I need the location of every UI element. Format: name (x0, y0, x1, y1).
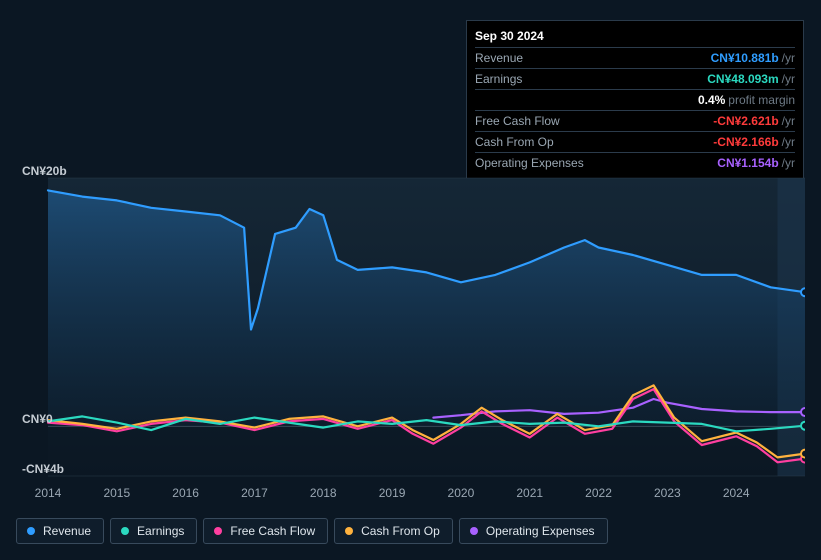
financials-chart[interactable]: CN¥20b CN¥0 -CN¥4b 2014 2015 2016 2017 2018 2019… (16, 158, 805, 498)
legend-label: Cash From Op (361, 524, 440, 538)
tooltip-row-unit: /yr (782, 51, 795, 65)
tooltip-row-value: CN¥48.093m (707, 72, 778, 86)
x-axis-label: 2024 (723, 486, 750, 500)
tooltip-row-value: -CN¥2.621b (713, 114, 778, 128)
x-axis-label: 2023 (654, 486, 681, 500)
x-axis-label: 2020 (448, 486, 475, 500)
x-axis-label: 2022 (585, 486, 612, 500)
tooltip-row-value: CN¥10.881b (711, 51, 779, 65)
legend-dot (27, 527, 35, 535)
legend-chip[interactable]: Earnings (110, 518, 197, 544)
x-axis-label: 2017 (241, 486, 268, 500)
legend-label: Operating Expenses (486, 524, 595, 538)
tooltip-row-unit: /yr (782, 114, 795, 128)
y-axis-label: -CN¥4b (22, 462, 64, 476)
tooltip-row-label: Revenue (475, 51, 711, 65)
tooltip-row: Free Cash Flow-CN¥2.621b/yr (475, 110, 795, 131)
tooltip-row-value: -CN¥2.166b (713, 135, 778, 149)
tooltip-row-unit: /yr (782, 72, 795, 86)
chart-svg (16, 158, 805, 498)
tooltip-row: 0.4%profit margin (475, 89, 795, 110)
tooltip-row-label: Earnings (475, 72, 707, 86)
x-axis-label: 2016 (172, 486, 199, 500)
legend-chip[interactable]: Revenue (16, 518, 104, 544)
tooltip-row-unit: /yr (782, 135, 795, 149)
x-axis-label: 2021 (516, 486, 543, 500)
legend-dot (470, 527, 478, 535)
y-axis-label: CN¥20b (22, 164, 67, 178)
y-axis-label: CN¥0 (22, 412, 53, 426)
tooltip-row-value: 0.4% (698, 93, 725, 107)
x-axis-label: 2018 (310, 486, 337, 500)
x-axis-label: 2015 (103, 486, 130, 500)
legend-chip[interactable]: Cash From Op (334, 518, 453, 544)
legend-label: Earnings (137, 524, 184, 538)
legend-dot (214, 527, 222, 535)
tooltip-row-label: Free Cash Flow (475, 114, 713, 128)
legend-chip[interactable]: Free Cash Flow (203, 518, 328, 544)
tooltip-row-unit: profit margin (728, 93, 795, 107)
chart-tooltip: Sep 30 2024 RevenueCN¥10.881b/yrEarnings… (466, 20, 804, 180)
tooltip-row-label: Cash From Op (475, 135, 713, 149)
legend-chip[interactable]: Operating Expenses (459, 518, 608, 544)
legend-label: Free Cash Flow (230, 524, 315, 538)
legend-dot (345, 527, 353, 535)
legend-dot (121, 527, 129, 535)
tooltip-row: Cash From Op-CN¥2.166b/yr (475, 131, 795, 152)
chart-legend: Revenue Earnings Free Cash Flow Cash From O… (16, 518, 608, 544)
x-axis-label: 2014 (35, 486, 62, 500)
x-axis-label: 2019 (379, 486, 406, 500)
legend-label: Revenue (43, 524, 91, 538)
tooltip-date: Sep 30 2024 (475, 25, 795, 47)
tooltip-row: EarningsCN¥48.093m/yr (475, 68, 795, 89)
tooltip-row: RevenueCN¥10.881b/yr (475, 47, 795, 68)
